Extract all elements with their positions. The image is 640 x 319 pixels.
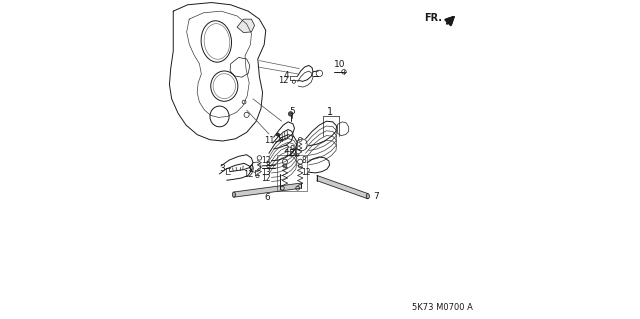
Text: 11: 11 [264,137,275,145]
Text: 8: 8 [301,156,307,165]
Text: 1: 1 [326,107,333,117]
Text: 3: 3 [219,164,225,173]
Text: 4: 4 [283,71,289,80]
Text: 2: 2 [283,145,289,154]
Text: FR.: FR. [424,12,442,23]
Text: 13: 13 [261,168,271,177]
Text: 12: 12 [261,174,271,183]
Text: 8: 8 [266,161,271,170]
Text: 5: 5 [289,107,295,116]
Text: 12: 12 [243,170,253,179]
Circle shape [289,112,293,116]
Text: 9: 9 [248,165,253,174]
Text: 12: 12 [301,168,311,177]
Circle shape [276,133,280,136]
Text: 5K73 M0700 A: 5K73 M0700 A [412,303,473,312]
Polygon shape [234,183,301,197]
Polygon shape [317,175,368,199]
Text: 12: 12 [261,156,271,165]
Text: 9: 9 [289,145,294,154]
Text: 6: 6 [264,193,270,202]
Text: 12: 12 [284,149,294,158]
Text: 7: 7 [373,192,379,201]
Ellipse shape [366,194,369,199]
Text: 10: 10 [334,60,346,69]
Polygon shape [237,19,255,33]
Text: 12: 12 [278,76,289,85]
Ellipse shape [232,192,236,197]
